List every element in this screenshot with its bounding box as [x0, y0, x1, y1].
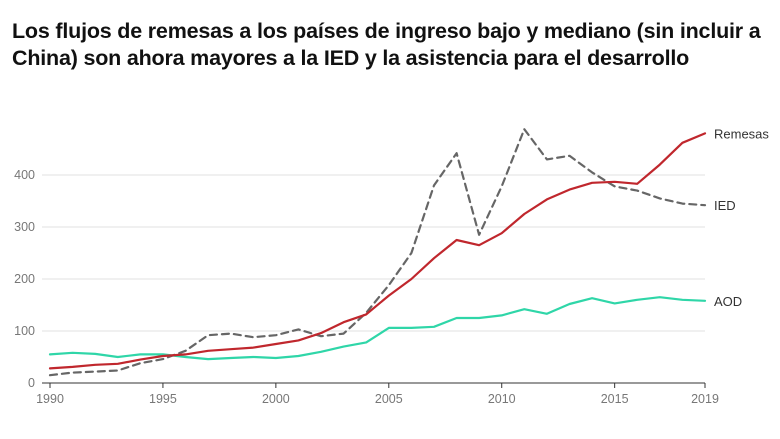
gridlines: [42, 174, 705, 332]
series-lines: [48, 128, 707, 377]
x-tick-label: 2019: [691, 392, 719, 406]
x-tick-label: 2000: [262, 392, 290, 406]
x-tick-label: 2010: [488, 392, 516, 406]
series-line-remesas: [48, 132, 707, 370]
y-tick-label: 400: [14, 168, 35, 182]
series-label-remesas: Remesas: [714, 126, 769, 141]
series-label-aod: AOD: [714, 294, 742, 309]
y-tick-label: 300: [14, 220, 35, 234]
chart-title: Los flujos de remesas a los países de in…: [12, 19, 761, 70]
x-tick-label: 2015: [601, 392, 629, 406]
x-tick-label: 1990: [36, 392, 64, 406]
x-axis: 1990 1995 2000 2005 2010 2015 2019: [36, 382, 719, 406]
y-axis-ticks: 0 100 200 300 400: [14, 168, 35, 390]
series-line-ied: [48, 128, 707, 377]
y-tick-label: 200: [14, 272, 35, 286]
y-tick-label: 0: [28, 376, 35, 390]
x-tick-label: 2005: [375, 392, 403, 406]
x-tick-label: 1995: [149, 392, 177, 406]
series-labels: Remesas IED AOD: [714, 126, 769, 308]
y-tick-label: 100: [14, 324, 35, 338]
series-label-ied: IED: [714, 198, 736, 213]
series-line-aod: [48, 296, 707, 361]
